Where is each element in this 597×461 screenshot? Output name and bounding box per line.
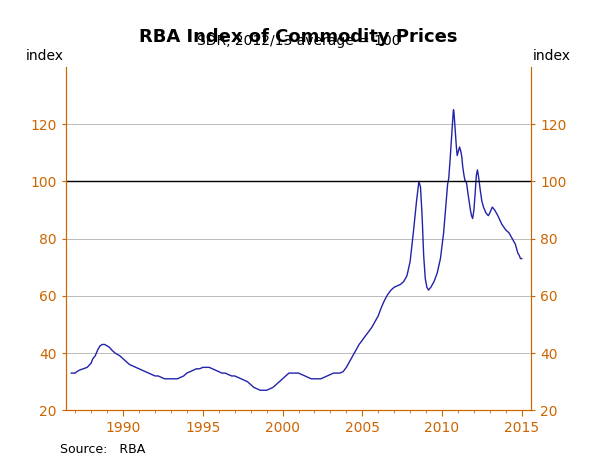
Text: SDR, 2012/13 average = 100: SDR, 2012/13 average = 100 <box>197 34 400 48</box>
Title: RBA Index of Commodity Prices: RBA Index of Commodity Prices <box>139 28 458 46</box>
Text: index: index <box>533 49 571 64</box>
Text: Source:   RBA: Source: RBA <box>60 443 145 456</box>
Text: index: index <box>26 49 64 64</box>
